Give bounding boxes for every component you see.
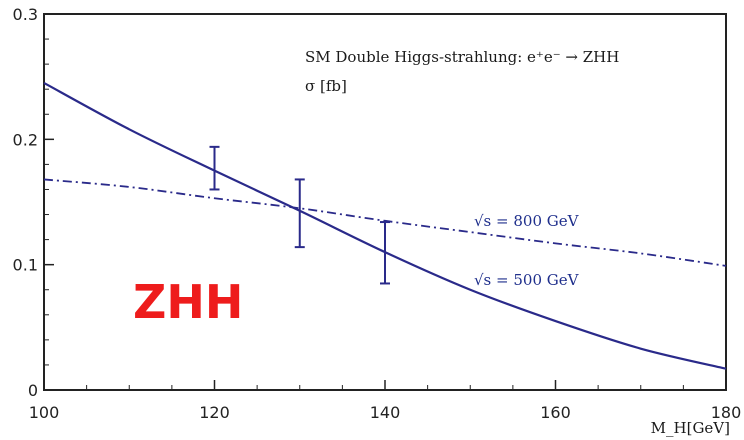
series-line-1 xyxy=(43,178,727,267)
tick-layer: 100 120 140 160 180 0 0.1 0.2 0.3 xyxy=(13,5,742,422)
plot-frame xyxy=(43,13,727,391)
y-tick-label: 0.1 xyxy=(13,256,38,275)
error-bar xyxy=(209,145,220,191)
y-tick-label: 0.2 xyxy=(13,130,38,149)
series-label-800: √s = 800 GeV xyxy=(474,212,580,230)
y-tick-label: 0 xyxy=(28,381,38,400)
x-tick-label: 120 xyxy=(199,403,230,422)
error-bar xyxy=(380,221,390,285)
x-tick-label: 100 xyxy=(29,403,60,422)
y-axis-label: σ [fb] xyxy=(305,77,347,95)
x-axis-label: M_H[GeV] xyxy=(651,419,730,437)
x-tick-label: 160 xyxy=(540,403,571,422)
series-label-500: √s = 500 GeV xyxy=(474,271,580,289)
x-tick-label: 180 xyxy=(711,403,742,422)
x-tick-label: 140 xyxy=(370,403,401,422)
errorbar-layer xyxy=(209,145,390,285)
chart-title: SM Double Higgs-strahlung: e⁺e⁻ → ZHH xyxy=(305,48,619,66)
y-tick-label: 0.3 xyxy=(13,5,38,24)
zhh-overlay-text: ZHH xyxy=(133,275,243,329)
error-bar xyxy=(294,178,305,249)
